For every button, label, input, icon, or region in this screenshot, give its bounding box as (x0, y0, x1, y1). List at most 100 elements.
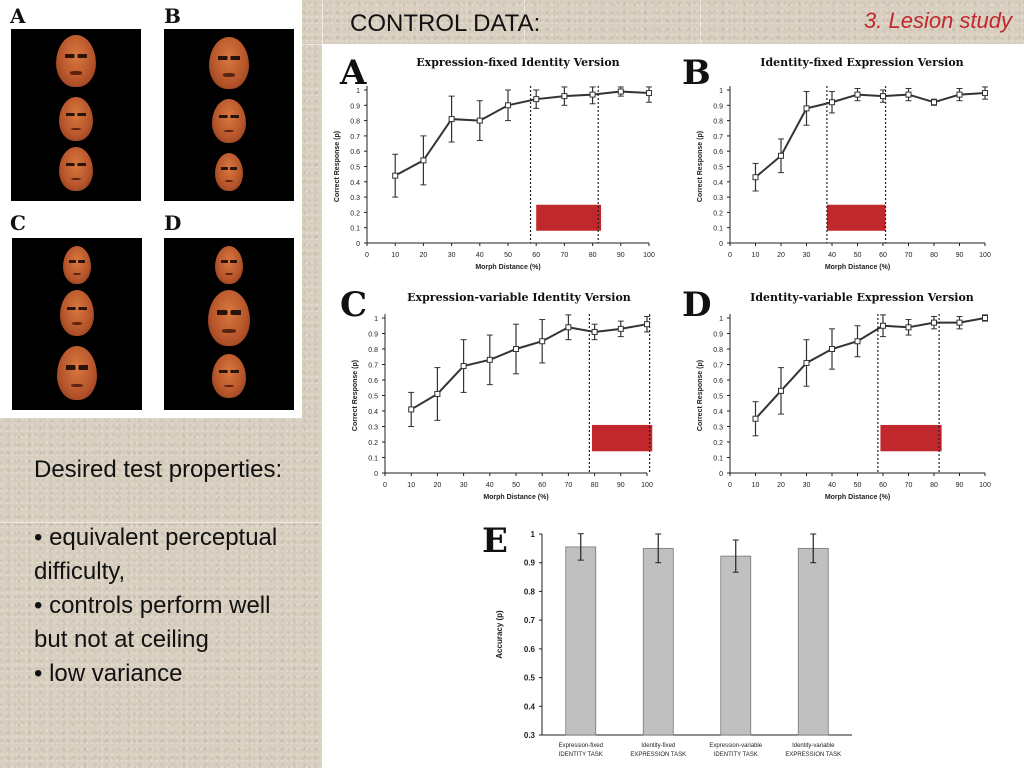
x-tick-label: 90 (956, 482, 964, 489)
y-tick-label: 0.5 (713, 394, 723, 401)
desired-heading: Desired test properties: (34, 456, 283, 483)
data-point (752, 415, 759, 422)
x-tick-label: 10 (391, 252, 399, 259)
data-point (956, 319, 963, 326)
y-tick-label: 0.9 (368, 332, 378, 339)
y-tick-label: 0 (719, 241, 723, 248)
y-tick-label: 0.7 (713, 134, 723, 141)
x-tick-label: 90 (617, 482, 625, 489)
y-tick-label: 0 (356, 241, 360, 248)
face-image (63, 246, 91, 284)
slide-section-tag: 3. Lesion study (864, 8, 1012, 33)
x-tick-label: 60 (538, 482, 546, 489)
panel-letter: A (339, 53, 367, 93)
stimulus-image-a (11, 29, 141, 201)
chart-b: B Identity-fixed Expression Version 0 0.1 0.… (682, 53, 991, 271)
category-label: Identity-fixed (641, 743, 675, 749)
data-point (803, 105, 810, 112)
data-point (448, 116, 455, 123)
y-tick-label: 0.1 (713, 226, 723, 233)
stimulus-image-d (164, 238, 294, 410)
series-line (394, 90, 650, 177)
stimulus-image-c (12, 238, 142, 410)
y-tick-label: 1 (719, 88, 723, 95)
x-tick-label: 70 (561, 252, 569, 259)
x-tick-label: 40 (486, 482, 494, 489)
bar (565, 546, 597, 736)
category-label: IDENTITY TASK (559, 752, 603, 758)
y-tick-label: 0.2 (713, 440, 723, 447)
chart-title: Identity-fixed Expression Version (760, 56, 963, 69)
category-label: Expression-fixed (559, 743, 603, 749)
y-tick-label: 0.7 (368, 363, 378, 370)
desired-bullet: • low variance (34, 660, 183, 687)
x-tick-label: 70 (565, 482, 573, 489)
x-tick-label: 40 (476, 252, 484, 259)
y-tick-label: 0.4 (524, 702, 536, 711)
data-point (829, 346, 835, 352)
x-tick-label: 20 (777, 252, 785, 259)
y-tick-label: 0.8 (350, 119, 360, 126)
data-point (905, 91, 912, 98)
data-point (931, 319, 937, 326)
stimulus-letter: B (164, 4, 181, 28)
data-point (486, 356, 493, 363)
data-point (513, 346, 519, 352)
y-tick-label: 0.3 (524, 731, 536, 740)
category-label: Expression-variable (709, 743, 762, 749)
y-tick-label: 0.7 (713, 363, 723, 370)
y-tick-label: 0.8 (368, 347, 378, 354)
face-image (209, 37, 249, 89)
x-tick-label: 90 (617, 252, 625, 259)
category-label: Identity-variable (792, 743, 835, 749)
y-tick-label: 0.3 (713, 425, 723, 432)
y-tick-label: 0.2 (368, 440, 378, 447)
y-tick-label: 0.6 (713, 149, 723, 156)
y-tick-label: 0.4 (350, 180, 360, 187)
x-tick-label: 60 (532, 252, 540, 259)
data-point (752, 174, 759, 181)
y-tick-label: 0.9 (713, 332, 723, 339)
x-tick-label: 0 (383, 482, 387, 489)
data-point (589, 91, 596, 98)
bar (642, 547, 674, 736)
x-tick-label: 10 (752, 482, 760, 489)
x-tick-label: 30 (803, 482, 811, 489)
y-tick-label: 1 (356, 88, 360, 95)
data-point (982, 90, 988, 97)
panel-letter: C (340, 285, 367, 325)
face-image (59, 147, 93, 191)
y-tick-label: 0.5 (350, 165, 360, 172)
x-tick-label: 60 (879, 482, 887, 489)
y-tick-label: 1 (531, 530, 536, 539)
face-image (215, 246, 243, 284)
chart-c: C Expression-variable Identity Version 0 0.… (340, 285, 653, 501)
y-tick-label: 0.8 (524, 587, 536, 596)
x-tick-label: 80 (930, 252, 938, 259)
data-point (880, 322, 886, 329)
data-point (408, 406, 415, 413)
x-axis-label: Morph Distance (%) (825, 264, 890, 271)
y-tick-label: 0.8 (713, 347, 723, 354)
x-tick-label: 20 (420, 252, 428, 259)
x-tick-label: 100 (641, 482, 653, 489)
y-tick-label: 0.5 (524, 674, 536, 683)
highlight-bar (826, 204, 886, 231)
category-label: IDENTITY TASK (714, 752, 758, 758)
y-tick-label: 0.1 (350, 226, 360, 233)
chart-d: D Identity-variable Expression Version 0 0.… (682, 285, 991, 501)
y-tick-label: 0.7 (524, 616, 536, 625)
data-point (476, 117, 483, 124)
x-tick-label: 10 (407, 482, 415, 489)
y-tick-label: 0.3 (713, 195, 723, 202)
desired-bullet: • equivalent perceptual difficulty, (34, 524, 278, 585)
x-tick-label: 100 (643, 252, 655, 259)
chart-title: Expression-fixed Identity Version (416, 56, 619, 69)
x-tick-label: 40 (828, 252, 836, 259)
x-tick-label: 80 (589, 252, 597, 259)
panel-letter: B (682, 53, 711, 93)
x-tick-label: 0 (365, 252, 369, 259)
y-tick-label: 0 (719, 471, 723, 478)
data-point (539, 338, 546, 345)
x-tick-label: 50 (854, 252, 862, 259)
